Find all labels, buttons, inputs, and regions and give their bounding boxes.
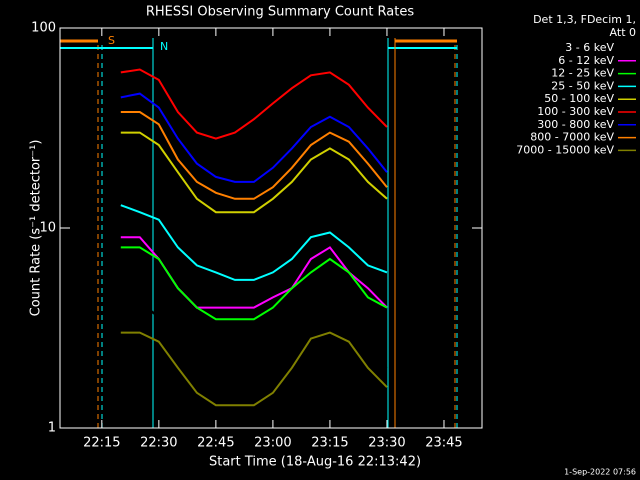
decor [60, 38, 458, 428]
y-tick-label: 1 [48, 421, 56, 436]
series-line [120, 204, 388, 281]
x-tick-label: 23:45 [425, 436, 462, 451]
legend-label: 50 - 100 keV [544, 92, 614, 105]
annotation: N [160, 40, 168, 53]
x-tick-label: 22:30 [140, 436, 177, 451]
x-tick-label: 23:15 [311, 436, 348, 451]
legend-label: 3 - 6 keV [565, 41, 614, 54]
series-line [120, 246, 388, 321]
series-line [120, 236, 388, 309]
x-tick-label: 23:30 [368, 436, 405, 451]
x-tick-label: 22:15 [83, 436, 120, 451]
footer: 1-Sep-2022 07:56 [564, 468, 636, 477]
series-line [120, 296, 388, 383]
legend-label: 12 - 25 keV [551, 67, 614, 80]
series-line [120, 68, 388, 140]
series-line [120, 92, 388, 183]
legend-label: 25 - 50 keV [551, 79, 614, 92]
y-tick-label: 10 [39, 221, 56, 236]
legend-title: Det 1,3, FDecim 1, [533, 13, 636, 26]
legend-title: Att 0 [610, 26, 636, 39]
series-line [120, 131, 388, 214]
x-tick-label: 23:00 [254, 436, 291, 451]
chart-title: RHESSI Observing Summary Count Rates [146, 5, 415, 20]
legend-label: 6 - 12 keV [558, 54, 614, 67]
legend-label: 7000 - 15000 keV [516, 143, 614, 156]
x-tick-label: 22:45 [197, 436, 234, 451]
legend-label: 100 - 300 keV [537, 105, 614, 118]
x-axis-label: Start Time (18-Aug-16 22:13:42) [209, 455, 421, 470]
y-tick-label: 100 [31, 21, 56, 36]
legend-label: 800 - 7000 keV [530, 131, 614, 144]
y-axis-label: Count Rate (s⁻¹ detector⁻¹) [29, 140, 44, 317]
legend-label: 300 - 800 keV [537, 118, 614, 131]
annotation: S [108, 34, 115, 47]
series-line [120, 111, 388, 200]
series-line [120, 331, 388, 407]
